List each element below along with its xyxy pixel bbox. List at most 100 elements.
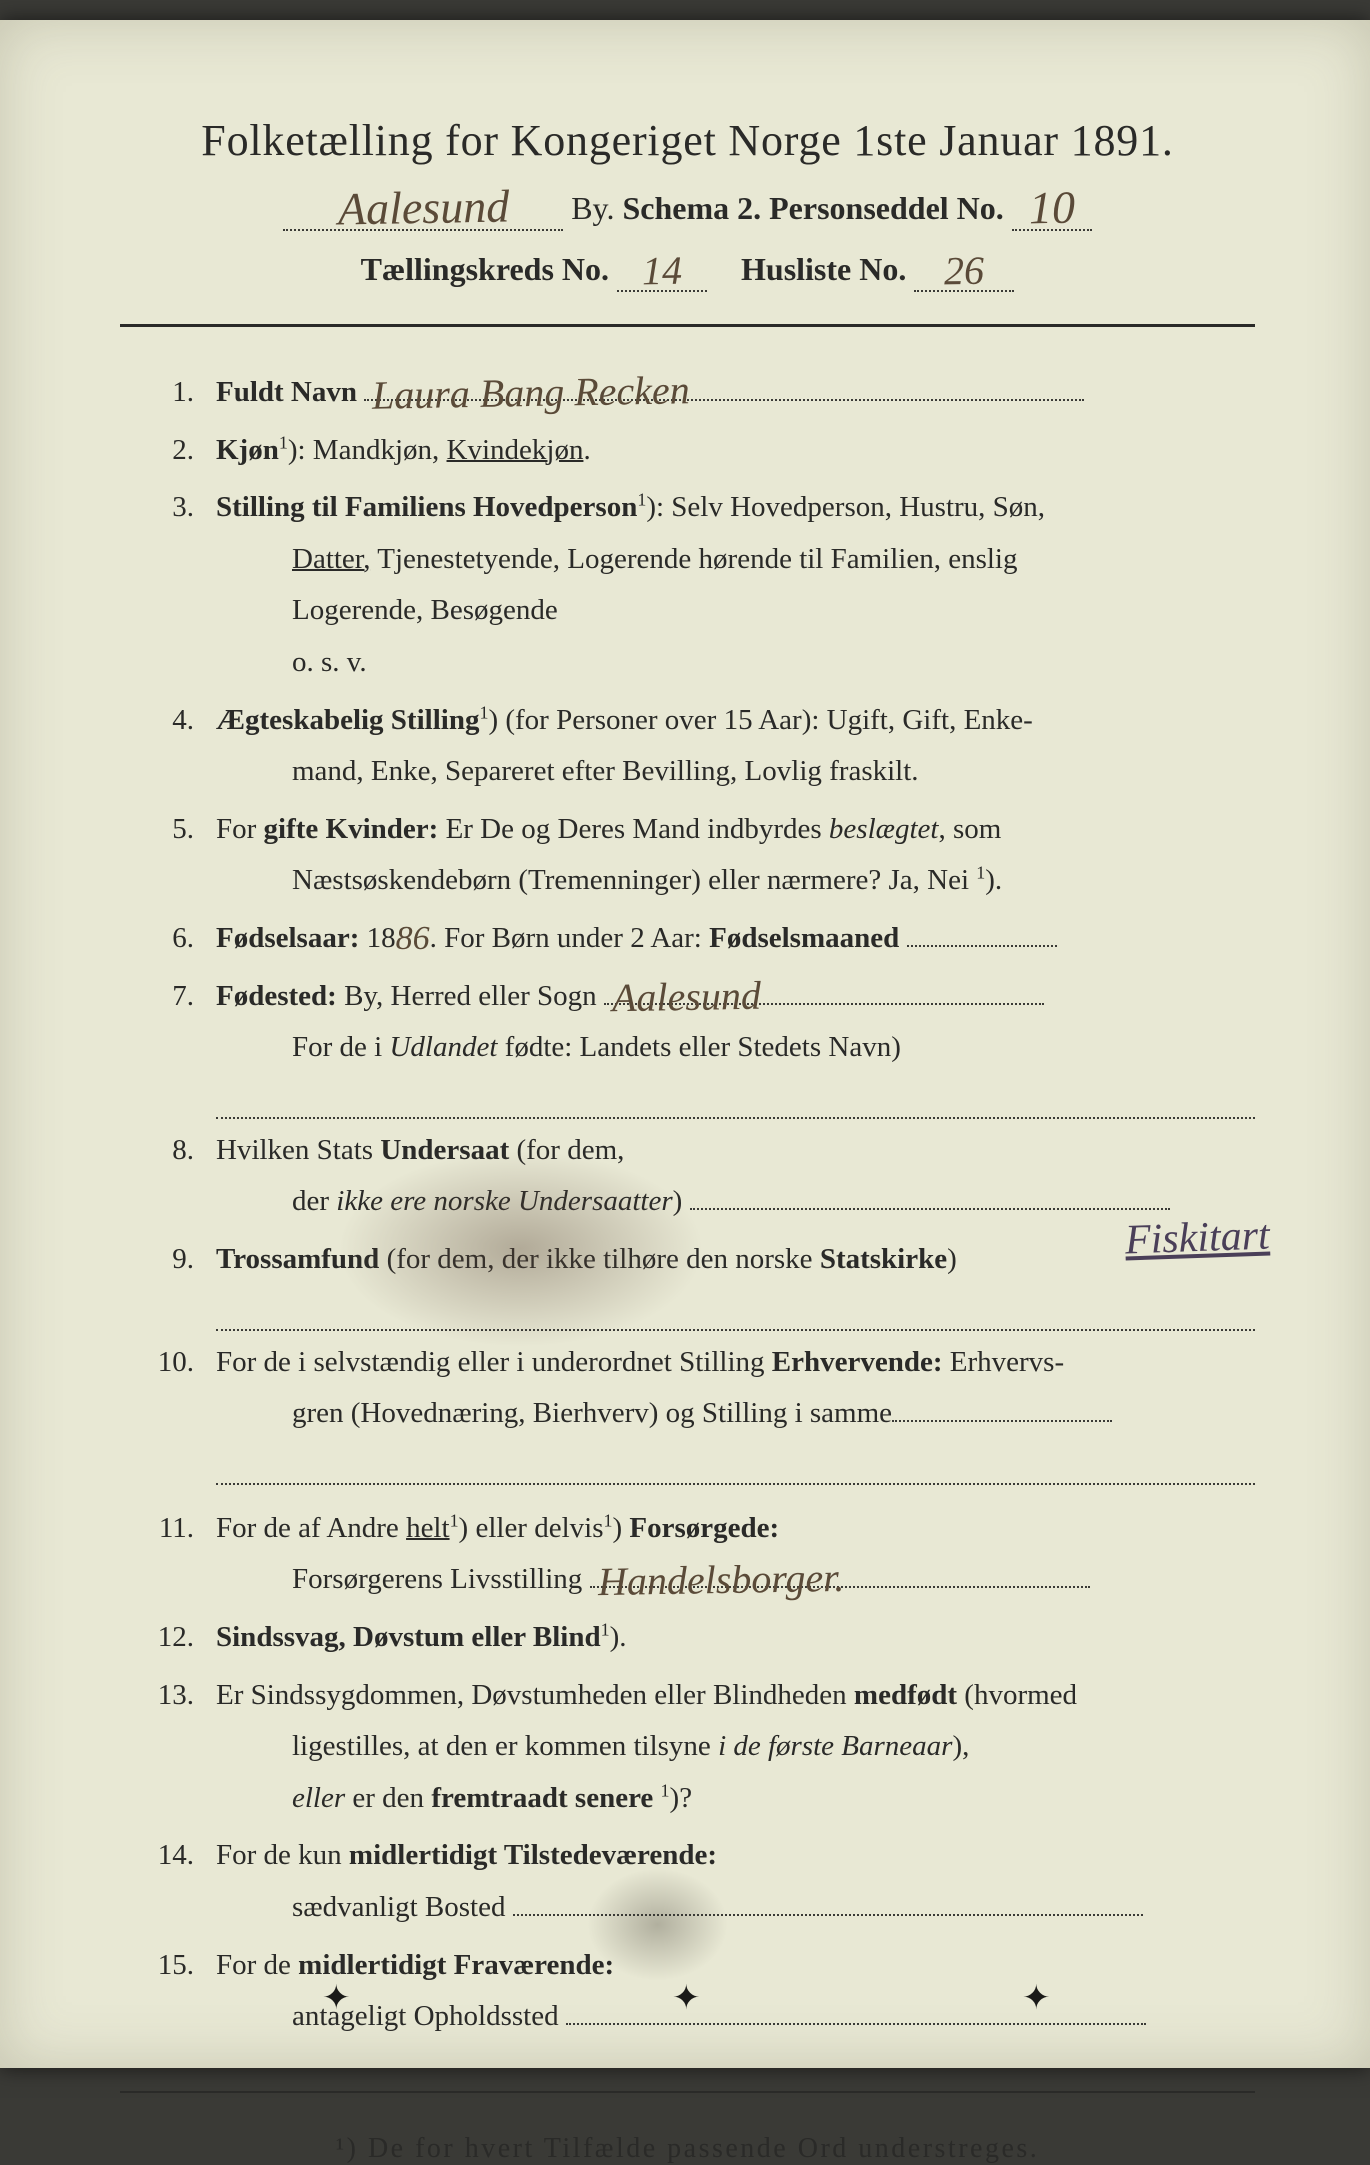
item-text: ): Mandkjøn, [288,434,447,466]
husliste-field: 26 [914,251,1014,292]
footnote-ref: 1 [637,490,646,510]
footnote-ref: 1 [279,432,288,452]
item-label: Ægteskabelig Stilling [216,704,479,736]
hole-icon: ✦ [672,1988,698,2014]
item-text: ligestilles, at den er kommen tilsyne [292,1730,718,1762]
footnote-ref: 1 [976,863,985,883]
item-14: 14. For de kun midlertidigt Tilstedevære… [140,1830,1255,1933]
occupation-field [892,1389,1112,1422]
item-label: Forsørgede: [622,1512,779,1544]
provider-occupation-field: Handelsborger. [590,1555,1090,1588]
item-number: 6. [140,913,194,965]
item-label: Trossamfund [216,1243,379,1275]
item-label: Kjøn [216,434,279,466]
item-text: sædvanligt Bosted [292,1891,505,1923]
item-text: (hvormed [957,1679,1077,1711]
item-text: For [216,813,264,845]
item-text: (for dem, der ikke tilhøre den norske [379,1243,820,1275]
form-title: Folketælling for Kongeriget Norge 1ste J… [120,115,1255,166]
item-4: 4. Ægteskabelig Stilling1) (for Personer… [140,695,1255,798]
binding-holes: ✦ ✦ ✦ [0,1988,1370,2014]
item-text: ). [985,864,1002,896]
personseddel-handwritten: 10 [1029,192,1076,225]
item-text: For de af Andre [216,1512,406,1544]
footnote-ref: 1 [450,1510,459,1530]
item-8: 8. Hvilken Stats Undersaat (for dem, der… [140,1125,1255,1228]
footnote-text: ¹) De for hvert Tilfælde passende Ord un… [120,2133,1255,2165]
item-text: ) [673,1185,683,1217]
item-number: 5. [140,804,194,907]
item-number: 9. [140,1234,194,1331]
city-field: Aalesund [283,188,563,231]
item-text: er den [345,1782,431,1814]
selected-option: Kvindekjøn [447,434,584,466]
name-field: Laura Bang Recken [364,368,1084,401]
foreign-birthplace-field [216,1074,1255,1119]
census-form-page: Folketælling for Kongeriget Norge 1ste J… [0,20,1370,2068]
item-3: 3. Stilling til Familiens Hovedperson1):… [140,482,1255,688]
item-text: Næstsøskendebørn (Tremenninger) eller næ… [292,864,976,896]
item-text: 18 [359,922,395,954]
kreds-handwritten: 14 [642,257,682,286]
item-text: ) [947,1243,957,1275]
item-1: 1. Fuldt Navn Laura Bang Recken [140,367,1255,419]
selected-option: helt [406,1512,450,1544]
item-text: ): Selv Hovedperson, Hustru, Søn, [646,491,1045,523]
form-items: 1. Fuldt Navn Laura Bang Recken 2. Kjøn1… [120,367,1255,2043]
item-label: medfødt [854,1679,957,1711]
item-text: , som [938,813,1001,845]
item-5: 5. For gifte Kvinder: Er De og Deres Man… [140,804,1255,907]
item-text: For de i [292,1031,389,1063]
item-label: Fødselsaar: [216,922,359,954]
item-label: Undersaat [380,1134,509,1166]
item-label: Fødested: [216,980,337,1012]
divider-bottom [120,2091,1255,2093]
item-9: 9. Trossamfund (for dem, der ikke tilhør… [140,1234,1255,1331]
item-text: Hvilken Stats [216,1134,380,1166]
citizenship-field [690,1177,1170,1210]
item-12: 12. Sindssvag, Døvstum eller Blind1). [140,1612,1255,1664]
item-number: 11. [140,1503,194,1606]
margin-annotation: Fiskitart [1125,1211,1271,1264]
item-number: 7. [140,971,194,1119]
item-13: 13. Er Sindssygdommen, Døvstumheden elle… [140,1670,1255,1825]
item-label: Fødselsmaaned [709,922,899,954]
item-label: Stilling til Familiens Hovedperson [216,491,637,523]
item-text: Er De og Deres Mand indbyrdes [438,813,829,845]
divider-top [120,324,1255,327]
birthmonth-field [907,914,1057,947]
item-2: 2. Kjøn1): Mandkjøn, Kvindekjøn. [140,425,1255,477]
birthyear-handwritten: 86 [396,927,430,951]
city-handwritten: Aalesund [337,191,509,226]
husliste-handwritten: 26 [944,257,984,286]
item-label: gifte Kvinder: [264,813,439,845]
item-number: 2. [140,425,194,477]
form-header: Folketælling for Kongeriget Norge 1ste J… [120,115,1255,292]
item-text: . For Børn under 2 Aar: [430,922,710,954]
footnote-ref: 1 [604,1510,613,1530]
selected-option: Datter, [292,543,371,575]
item-text: Logerende, Besøgende [216,594,558,626]
footnote-ref: 1 [661,1780,670,1800]
item-text: )? [670,1782,693,1814]
item-text: ) (for Personer over 15 Aar): Ugift, Gif… [488,704,1032,736]
item-text: For de [216,1949,298,1981]
item-text: der [292,1185,336,1217]
item-text: For de i selvstændig eller i underordnet… [216,1346,772,1378]
kreds-label: Tællingskreds No. [361,251,609,288]
religion-field [216,1286,1255,1331]
footnote-ref: 1 [601,1619,610,1639]
item-text: ), [952,1730,969,1762]
name-handwritten: Laura Bang Recken [372,376,690,410]
provider-occupation-handwritten: Handelsborger. [597,1564,844,1596]
item-text-italic: ikke ere norske Undersaatter [336,1185,672,1217]
item-number: 4. [140,695,194,798]
item-text: o. s. v. [216,646,367,678]
header-line-3: Tællingskreds No. 14 Husliste No. 26 [120,251,1255,292]
item-text: gren (Hovednæring, Bierhverv) og Stillin… [292,1397,892,1429]
item-text-italic: eller [292,1782,345,1814]
item-text: For de kun [216,1839,349,1871]
item-label: fremtraadt senere [431,1782,653,1814]
item-text: . [583,434,590,466]
item-text: fødte: Landets eller Stedets Navn) [497,1031,900,1063]
